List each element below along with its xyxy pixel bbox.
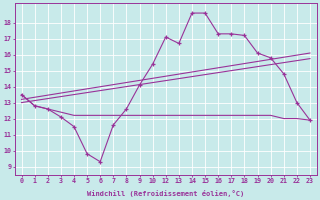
X-axis label: Windchill (Refroidissement éolien,°C): Windchill (Refroidissement éolien,°C) [87, 190, 244, 197]
